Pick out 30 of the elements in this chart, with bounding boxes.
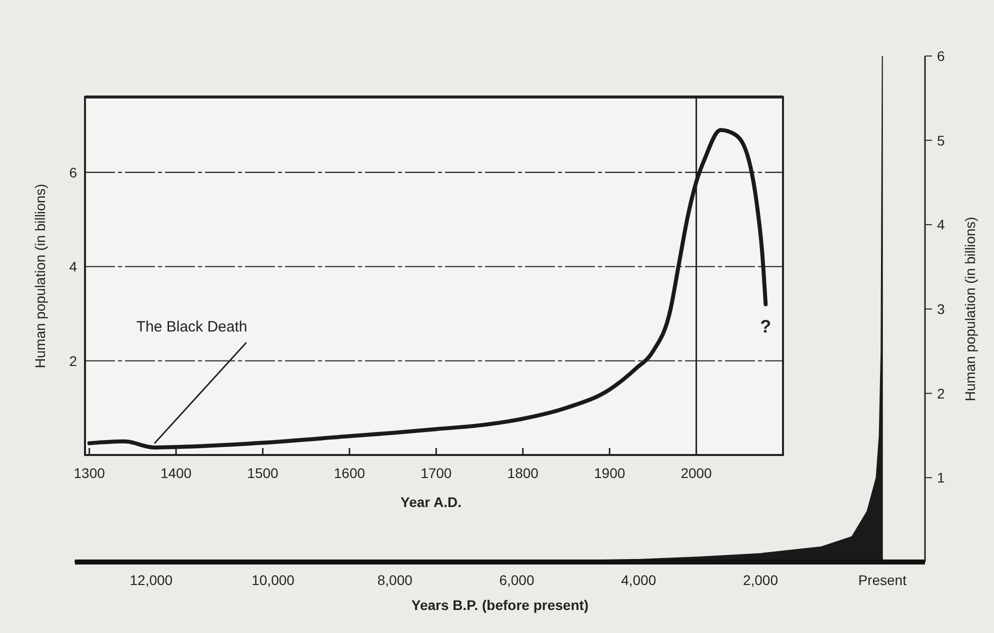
- x-tick-label: Present: [858, 572, 907, 588]
- x-axis-title: Years B.P. (before present): [411, 597, 589, 613]
- x-tick-label: 1600: [334, 465, 366, 481]
- x-tick-label: 1700: [420, 465, 452, 481]
- x-tick-label: 1300: [74, 465, 106, 481]
- annotation: ?: [760, 316, 772, 336]
- y-tick-label: 2: [69, 352, 78, 369]
- x-axis-title: Year A.D.: [400, 494, 462, 510]
- x-tick-label: 1500: [247, 465, 279, 481]
- x-tick-label: 2000: [680, 465, 712, 481]
- y-tick-label: 6: [937, 48, 945, 64]
- x-tick-label: 1900: [594, 465, 626, 481]
- y-tick-label: 5: [937, 132, 945, 148]
- y-axis-title: Human population (in billions): [32, 184, 48, 368]
- x-tick-label: 10,000: [252, 572, 295, 588]
- y-tick-label: 2: [937, 385, 945, 402]
- x-tick-label: 1400: [160, 465, 192, 481]
- x-tick-label: 12,000: [130, 572, 173, 588]
- x-tick-label: 6,000: [499, 572, 534, 588]
- x-tick-label: 4,000: [621, 572, 656, 588]
- y-axis-title: Human population (in billions): [962, 216, 978, 402]
- y-tick-label: 1: [937, 470, 945, 486]
- y-tick-label: 3: [937, 301, 945, 317]
- y-tick-label: 6: [69, 164, 78, 180]
- x-tick-label: 2,000: [742, 572, 778, 588]
- y-tick-label: 4: [69, 258, 78, 275]
- annotation: The Black Death: [136, 318, 248, 336]
- x-tick-label: 1800: [507, 465, 539, 481]
- y-tick-label: 4: [937, 216, 945, 233]
- x-tick-label: 8,000: [377, 572, 413, 588]
